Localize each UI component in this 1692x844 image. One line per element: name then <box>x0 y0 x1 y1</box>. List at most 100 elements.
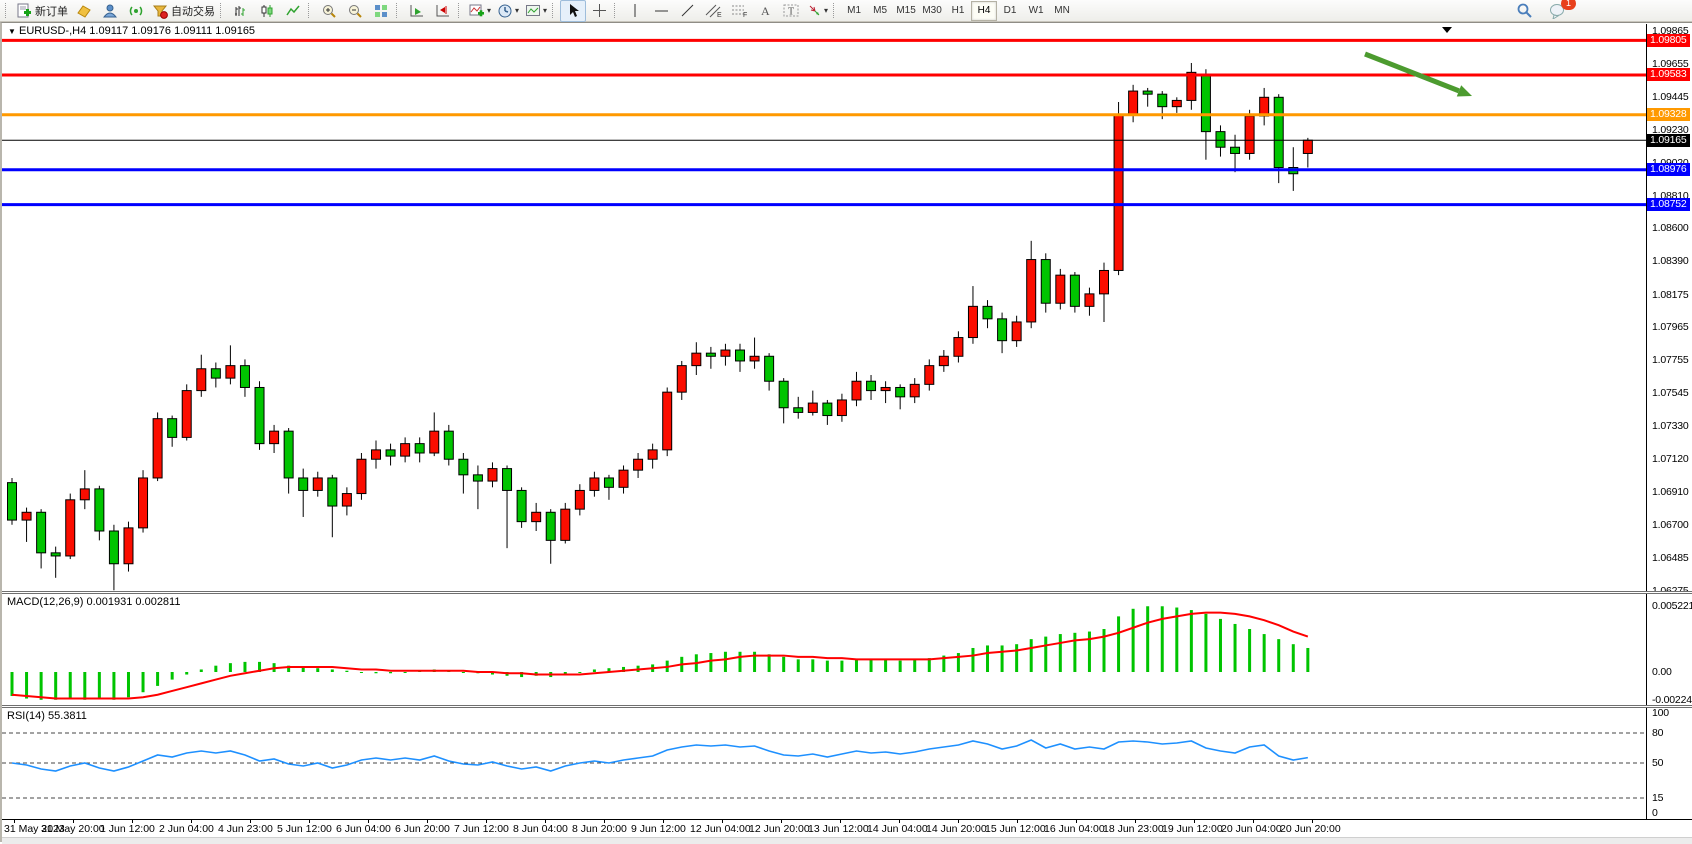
macd-histogram-bar <box>723 651 727 672</box>
macd-histogram-bar <box>258 661 262 672</box>
news-signal-icon <box>128 3 144 19</box>
trend-arrow-annotation[interactable] <box>1364 51 1460 94</box>
rsi-chart[interactable] <box>2 708 1647 819</box>
timeframe-button-MN[interactable]: MN <box>1054 5 1070 16</box>
time-label: 31 May 20:00 <box>41 823 105 835</box>
chart-shift-button[interactable] <box>430 0 456 22</box>
indicators-button[interactable]: ▾ <box>466 0 494 22</box>
macd-pane[interactable]: MACD(12,26,9) 0.001931 0.002811 0.005221… <box>2 594 1692 705</box>
fibonacci-tool-button[interactable]: F <box>726 0 752 22</box>
macd-histogram-bar <box>1146 606 1150 672</box>
cursor-tool-button[interactable] <box>560 0 587 22</box>
tile-windows-button[interactable] <box>368 0 394 22</box>
toolbar-grip[interactable] <box>5 3 9 18</box>
macd-histogram-bar <box>520 672 524 678</box>
time-tick-mark <box>1253 820 1254 823</box>
candle <box>807 402 818 413</box>
macd-histogram-bar <box>1291 644 1295 672</box>
rsi-line <box>11 739 1308 772</box>
styler-button[interactable] <box>71 0 97 22</box>
toolbar-grip[interactable] <box>220 3 224 18</box>
horizontal-line-tool-button[interactable] <box>648 0 674 22</box>
time-label: 8 Jun 04:00 <box>513 823 568 835</box>
macd-histogram-bar <box>1262 634 1266 672</box>
templates-button[interactable]: ▾ <box>522 0 550 22</box>
toolbar-grip[interactable] <box>614 3 618 18</box>
timeframe-button-H1[interactable]: H1 <box>951 5 965 16</box>
macd-histogram-bar <box>112 672 116 700</box>
line-chart-button[interactable] <box>280 0 306 22</box>
macd-histogram-bar <box>97 672 101 699</box>
candle <box>938 355 949 367</box>
zoom-out-button[interactable] <box>342 0 368 22</box>
zoom-out-icon <box>347 3 363 19</box>
pane-separator[interactable] <box>2 591 1692 594</box>
bar-chart-button[interactable] <box>228 0 254 22</box>
cursor-icon <box>566 3 580 18</box>
timeframe-button-M30[interactable]: M30 <box>922 5 942 16</box>
bar-position-marker-icon[interactable] <box>1442 27 1452 33</box>
search-button[interactable] <box>1511 0 1537 22</box>
rsi-pane[interactable]: RSI(14) 55.3811 100 80 50 15 0 <box>2 708 1692 819</box>
macd-histogram-bar <box>185 672 189 675</box>
channel-tool-button[interactable]: E <box>700 0 726 22</box>
time-axis[interactable]: 31 May 2023 31 May 20:00 1 Jun 12:00 2 Jun … <box>2 819 1692 838</box>
chart-ohlc-values: 1.09117 1.09176 1.09111 1.09165 <box>89 25 256 37</box>
toolbar-grip[interactable] <box>552 3 556 18</box>
chat-button[interactable]: 1 <box>1545 0 1576 22</box>
toolbar-grip[interactable] <box>833 3 837 18</box>
time-tick-mark <box>663 820 664 823</box>
svg-text:T: T <box>788 7 794 18</box>
macd-chart[interactable] <box>2 594 1647 705</box>
candle <box>662 391 673 451</box>
timeframe-button-W1[interactable]: W1 <box>1028 5 1044 16</box>
timeframe-button-M5[interactable]: M5 <box>873 5 888 16</box>
new-order-button[interactable]: 新订单 <box>13 0 71 22</box>
candlestick-chart[interactable] <box>2 24 1647 591</box>
price-level-label: 1.09328 <box>1647 108 1690 122</box>
vertical-line-tool-button[interactable] <box>622 0 648 22</box>
candle <box>924 365 935 385</box>
pane-separator[interactable] <box>2 705 1692 708</box>
main-price-pane[interactable]: ▼ EURUSD-,H4 1.09117 1.09176 1.09111 1.0… <box>2 24 1692 591</box>
timeframe-button-M15[interactable]: M15 <box>896 5 916 16</box>
macd-histogram-bar <box>199 669 203 672</box>
timeframe-button-M1[interactable]: M1 <box>847 5 862 16</box>
macd-histogram-bar <box>898 660 902 672</box>
price-tick-label: 1.06485 <box>1652 552 1689 565</box>
candle <box>181 390 192 438</box>
arrows-tool-button[interactable]: ▾ <box>804 0 831 22</box>
zoom-in-button[interactable] <box>316 0 342 22</box>
timeframe-button-H4[interactable]: H4 <box>971 0 998 21</box>
macd-histogram-bar <box>1204 613 1208 672</box>
candle <box>822 402 833 417</box>
candle <box>618 469 629 488</box>
trendline-tool-button[interactable] <box>674 0 700 22</box>
line-chart-icon <box>285 3 301 19</box>
collapse-arrow-icon[interactable]: ▼ <box>8 27 16 36</box>
toolbar-grip[interactable] <box>458 3 462 18</box>
text-label-tool-button[interactable]: T <box>778 0 804 22</box>
macd-histogram-bar <box>986 645 990 672</box>
time-tick-mark <box>781 820 782 823</box>
candle <box>1273 96 1284 169</box>
news-button[interactable] <box>123 0 149 22</box>
toolbar-grip[interactable] <box>308 3 312 18</box>
timeframe-button-D1[interactable]: D1 <box>1003 5 1017 16</box>
terminal-button[interactable] <box>97 0 123 22</box>
macd-histogram-bar <box>316 668 320 672</box>
autotrading-button[interactable]: 自动交易 <box>149 0 218 22</box>
price-axis[interactable]: 1.098651.096551.094451.092301.090201.088… <box>1647 24 1692 591</box>
macd-histogram-bar <box>767 654 771 672</box>
text-tool-button[interactable]: A <box>752 0 778 22</box>
auto-scroll-button[interactable] <box>404 0 430 22</box>
periods-button[interactable]: ▾ <box>494 0 522 22</box>
macd-histogram-bar <box>956 653 960 672</box>
fibonacci-icon: F <box>731 3 748 19</box>
toolbar-grip[interactable] <box>396 3 400 18</box>
price-tick-label: 1.07330 <box>1652 420 1689 433</box>
macd-histogram-bar <box>1044 636 1048 672</box>
dropdown-caret: ▾ <box>543 6 548 15</box>
candlestick-chart-button[interactable] <box>254 0 280 22</box>
crosshair-tool-button[interactable] <box>586 0 612 22</box>
